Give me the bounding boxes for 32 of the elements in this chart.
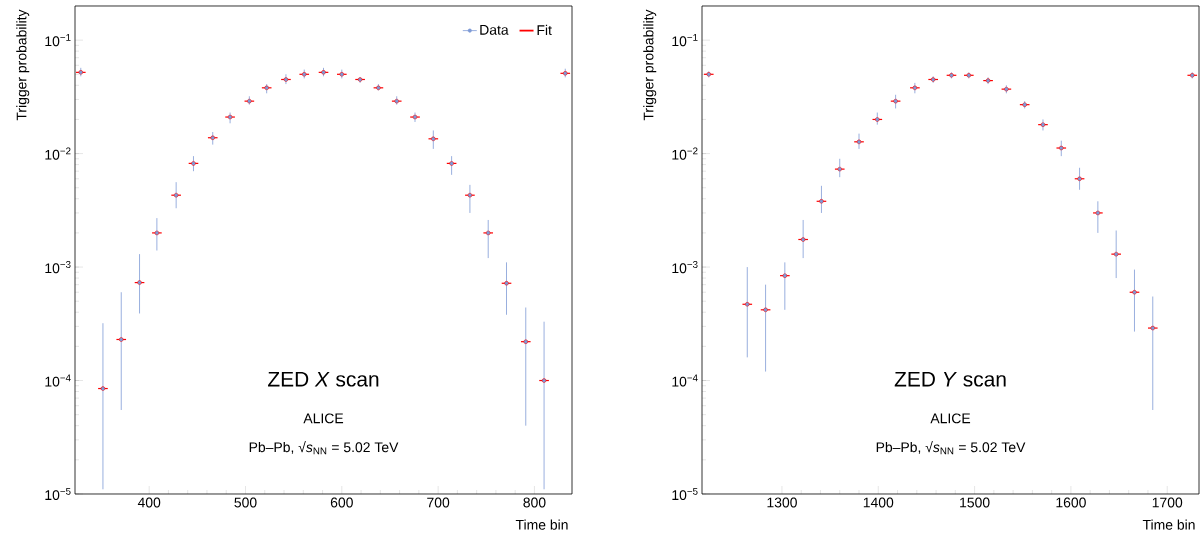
- y-axis-title: Trigger probability: [643, 9, 657, 121]
- y-tick-label: 10$^{−5}$: [45, 487, 71, 501]
- annotation: Pb–Pb, √s$_{NN}$ = 5.02 TeV: [876, 441, 1026, 455]
- x-tick-label: 600: [330, 497, 353, 508]
- y-tick-label: 10$^{−1}$: [45, 34, 71, 47]
- x-tick-label: 1300: [767, 497, 797, 508]
- legend-label: Data: [480, 25, 509, 35]
- y-axis-title: Trigger probability: [16, 9, 30, 121]
- y-tick-label: 10$^{−3}$: [672, 260, 698, 274]
- annotation: ZED Y scan: [894, 372, 1006, 387]
- annotation: Pb–Pb, √s$_{NN}$ = 5.02 TeV: [249, 441, 399, 455]
- y-tick-label: 10$^{−2}$: [672, 147, 698, 160]
- annotation: ALICE: [930, 413, 971, 424]
- x-tick-label: 800: [523, 497, 546, 508]
- x-axis-title: Time bin: [1142, 519, 1195, 530]
- annotation: ZED X scan: [268, 372, 379, 387]
- y-tick-label: 10$^{−5}$: [672, 487, 698, 501]
- y-tick-label: 10$^{−2}$: [45, 147, 71, 160]
- x-tick-label: 400: [137, 497, 161, 508]
- x-tick-label: 1700: [1152, 497, 1183, 508]
- x-axis-title: Time bin: [515, 519, 568, 530]
- x-tick-label: 1500: [960, 497, 990, 508]
- y-tick-label: 10$^{−4}$: [672, 374, 698, 387]
- x-tick-label: 1400: [863, 497, 894, 508]
- y-tick-label: 10$^{−3}$: [45, 260, 71, 274]
- y-tick-label: 10$^{−1}$: [672, 34, 698, 47]
- x-tick-label: 1600: [1056, 497, 1086, 508]
- annotation: ALICE: [303, 413, 344, 424]
- x-tick-label: 500: [234, 497, 257, 508]
- x-tick-label: 700: [427, 497, 450, 508]
- legend-label: Fit: [537, 24, 552, 36]
- y-tick-label: 10$^{−4}$: [45, 374, 71, 387]
